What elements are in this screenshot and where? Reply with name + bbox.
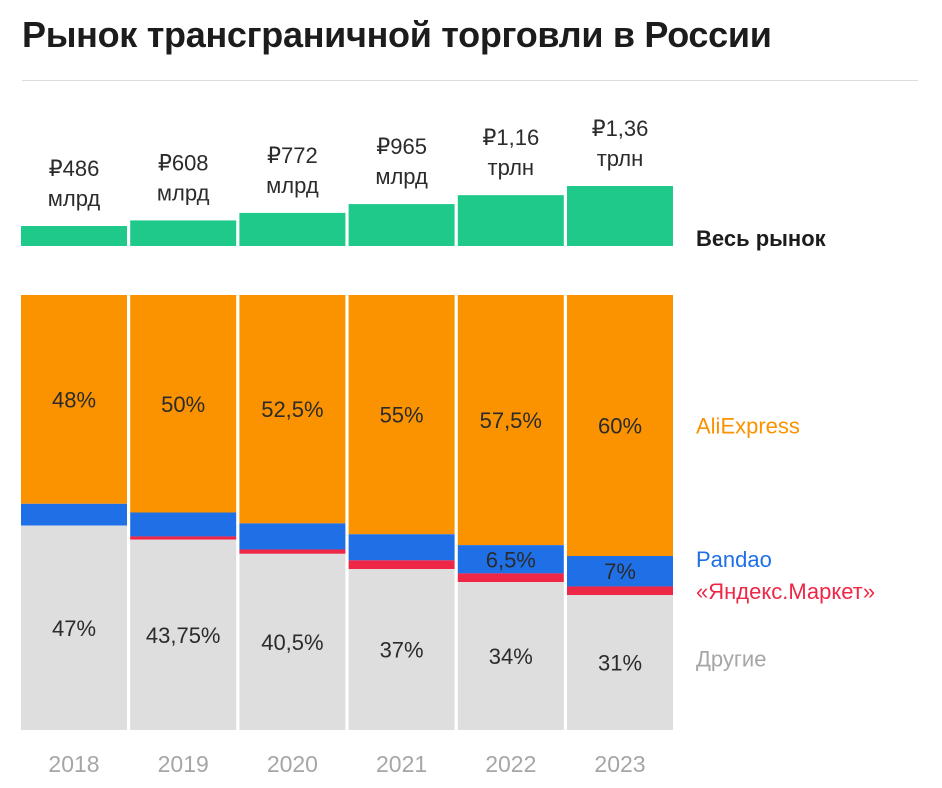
others-share-label-2020: 40,5%: [261, 630, 323, 655]
total-market-unit-label-2020: млрд: [266, 173, 319, 198]
total-market-value-label-2019: ₽608: [158, 150, 209, 175]
pandao-segment-2022: [457, 545, 564, 574]
total-market-unit-label-2022: трлн: [488, 155, 535, 180]
total-market-unit-label-2021: млрд: [375, 164, 428, 189]
total-market-unit-label-2019: млрд: [157, 180, 210, 205]
aliexpress-share-label-2022: 57,5%: [480, 408, 542, 433]
others-segment-2020: [239, 553, 346, 730]
total-market-unit-label-2023: трлн: [597, 146, 644, 171]
pandao-segment-2023: [567, 556, 673, 587]
pandao-segment-2020: [239, 523, 346, 550]
total-market-bar-2023: [567, 186, 673, 246]
total-market-bar-2018: [21, 226, 127, 246]
year-label-2021: 2021: [376, 751, 427, 777]
legend-others: Другие: [696, 647, 766, 672]
total-market-bar-2020: [239, 212, 346, 246]
aliexpress-segment-2020: [239, 295, 346, 524]
title-divider: [22, 80, 918, 81]
aliexpress-share-label-2023: 60%: [598, 414, 642, 439]
aliexpress-share-label-2018: 48%: [52, 387, 96, 412]
pandao-segment-2021: [348, 534, 455, 561]
year-label-2020: 2020: [267, 751, 318, 777]
others-segment-2021: [348, 569, 455, 730]
pandao-segment-2019: [130, 512, 237, 537]
others-share-label-2022: 34%: [489, 644, 533, 669]
total-market-unit-label-2018: млрд: [48, 186, 101, 211]
aliexpress-share-label-2019: 50%: [161, 392, 205, 417]
total-market-value-label-2020: ₽772: [267, 143, 318, 168]
others-share-label-2023: 31%: [598, 651, 642, 676]
others-segment-2019: [130, 539, 237, 730]
total-market-value-label-2022: ₽1,16: [482, 125, 539, 150]
others-share-label-2021: 37%: [380, 638, 424, 663]
chart-title: Рынок трансграничной торговли в России: [22, 14, 772, 55]
aliexpress-share-label-2020: 52,5%: [261, 397, 323, 422]
legend-pandao: Pandao: [696, 547, 772, 572]
year-label-2023: 2023: [594, 751, 645, 777]
yandex-segment-2020: [239, 549, 346, 554]
others-segment-2022: [457, 582, 564, 730]
year-label-2018: 2018: [48, 751, 99, 777]
yandex-segment-2023: [567, 586, 673, 596]
yandex-segment-2022: [457, 573, 564, 583]
yandex-segment-2021: [348, 560, 455, 570]
year-label-2019: 2019: [158, 751, 209, 777]
aliexpress-share-label-2021: 55%: [380, 403, 424, 428]
total-market-bar-2021: [348, 204, 455, 246]
others-share-label-2019: 43,75%: [146, 623, 221, 648]
legend-yandex: «Яндекс.Маркет»: [696, 579, 875, 604]
others-share-label-2018: 47%: [52, 616, 96, 641]
aliexpress-segment-2022: [457, 295, 564, 546]
pandao-segment-2018: [21, 503, 127, 526]
year-label-2022: 2022: [485, 751, 536, 777]
legend-aliexpress: AliExpress: [696, 414, 800, 439]
aliexpress-segment-2023: [567, 295, 673, 556]
yandex-segment-2019: [130, 536, 237, 540]
others-segment-2023: [567, 595, 673, 730]
total-market-value-label-2018: ₽486: [49, 156, 100, 181]
total-market-bar-2019: [130, 220, 237, 246]
others-segment-2018: [21, 525, 127, 730]
total-market-value-label-2021: ₽965: [376, 134, 427, 159]
pandao-share-label-2023: 7%: [604, 559, 636, 584]
aliexpress-segment-2021: [348, 295, 455, 535]
aliexpress-segment-2018: [21, 295, 127, 504]
aliexpress-segment-2019: [130, 295, 237, 513]
total-market-bar-2022: [457, 195, 564, 246]
pandao-share-label-2022: 6,5%: [486, 547, 536, 572]
total-market-value-label-2023: ₽1,36: [592, 116, 649, 141]
legend-total-market: Весь рынок: [696, 226, 827, 251]
